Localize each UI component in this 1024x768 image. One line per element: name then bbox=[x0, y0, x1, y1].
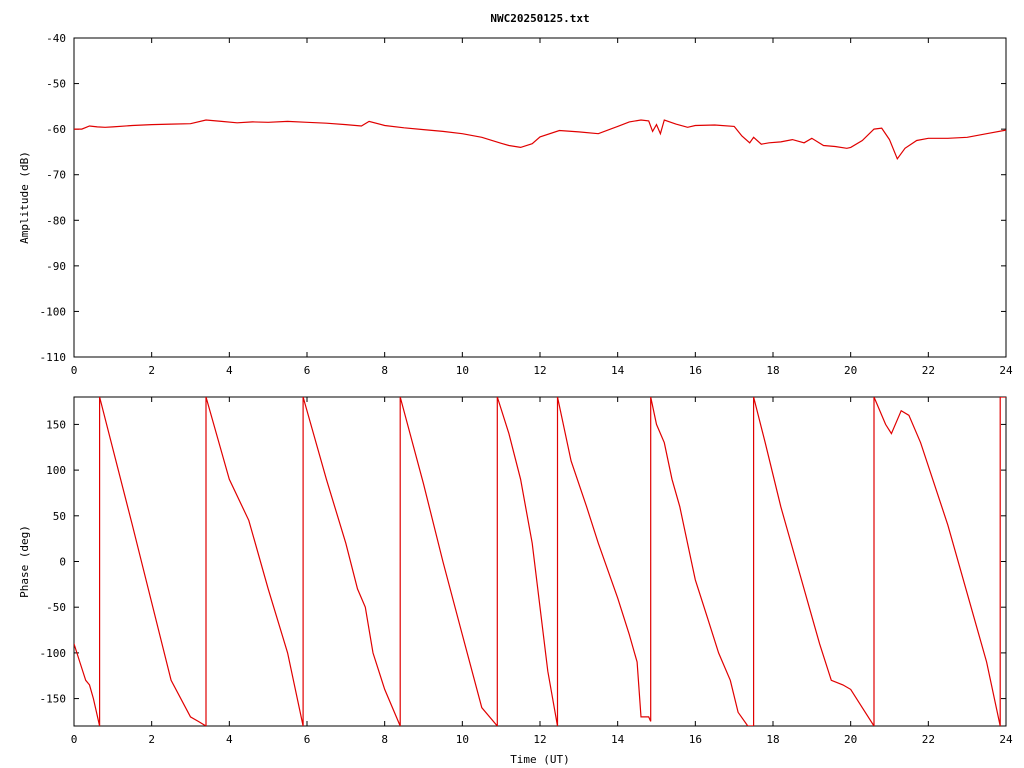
x-tick-label: 4 bbox=[226, 364, 233, 377]
y-tick-label: -80 bbox=[46, 214, 66, 227]
x-axis-label: Time (UT) bbox=[510, 753, 570, 766]
x-tick-label: 6 bbox=[304, 364, 311, 377]
y-tick-label: -40 bbox=[46, 32, 66, 45]
x-tick-label: 16 bbox=[689, 364, 702, 377]
y-axis-label: Amplitude (dB) bbox=[18, 151, 31, 244]
x-tick-label: 4 bbox=[226, 733, 233, 746]
plot-frame bbox=[73, 37, 1007, 358]
phase-plot: 0 2 4 6 8 10 12 14 16 18 20 22 24150100500-50-100-15… bbox=[18, 396, 1013, 766]
x-tick-label: 24 bbox=[999, 364, 1013, 377]
x-tick-label: 14 bbox=[611, 733, 625, 746]
x-tick-label: 18 bbox=[766, 733, 779, 746]
x-tick-label: 22 bbox=[922, 364, 935, 377]
series-line bbox=[74, 397, 1006, 726]
y-axis-label: Phase (deg) bbox=[18, 525, 31, 598]
y-tick-label: -70 bbox=[46, 169, 66, 182]
x-tick-label: 14 bbox=[611, 364, 625, 377]
x-tick-label: 24 bbox=[999, 733, 1013, 746]
y-tick-label: -90 bbox=[46, 260, 66, 273]
y-tick-label: -100 bbox=[40, 305, 67, 318]
x-tick-label: 20 bbox=[844, 733, 857, 746]
x-tick-label: 20 bbox=[844, 364, 857, 377]
x-tick-label: 18 bbox=[766, 364, 779, 377]
y-tick-label: 100 bbox=[46, 464, 66, 477]
x-tick-label: 22 bbox=[922, 733, 935, 746]
plot-frame bbox=[73, 396, 1007, 727]
y-tick-label: 0 bbox=[59, 556, 66, 569]
y-tick-label: 150 bbox=[46, 418, 66, 431]
y-tick-label: -150 bbox=[40, 693, 67, 706]
y-tick-label: -100 bbox=[40, 647, 67, 660]
y-tick-label: -50 bbox=[46, 78, 66, 91]
x-tick-label: 0 bbox=[71, 733, 78, 746]
x-tick-label: 8 bbox=[381, 364, 388, 377]
y-tick-label: -110 bbox=[40, 351, 67, 364]
x-tick-label: 8 bbox=[381, 733, 388, 746]
x-tick-label: 12 bbox=[533, 364, 546, 377]
x-tick-label: 10 bbox=[456, 364, 469, 377]
x-tick-label: 0 bbox=[71, 364, 78, 377]
x-tick-label: 2 bbox=[148, 364, 155, 377]
x-tick-label: 10 bbox=[456, 733, 469, 746]
y-tick-label: 50 bbox=[53, 510, 66, 523]
amplitude-plot: 0 2 4 6 8 10 12 14 16 18 20 22 24-40-50-60-70-80-90-… bbox=[18, 32, 1013, 377]
chart-title: NWC20250125.txt bbox=[490, 12, 589, 25]
x-tick-label: 6 bbox=[304, 733, 311, 746]
x-tick-label: 12 bbox=[533, 733, 546, 746]
series-line bbox=[74, 119, 1006, 161]
y-tick-label: -60 bbox=[46, 123, 66, 136]
y-tick-label: -50 bbox=[46, 601, 66, 614]
x-tick-label: 16 bbox=[689, 733, 702, 746]
x-tick-label: 2 bbox=[148, 733, 155, 746]
